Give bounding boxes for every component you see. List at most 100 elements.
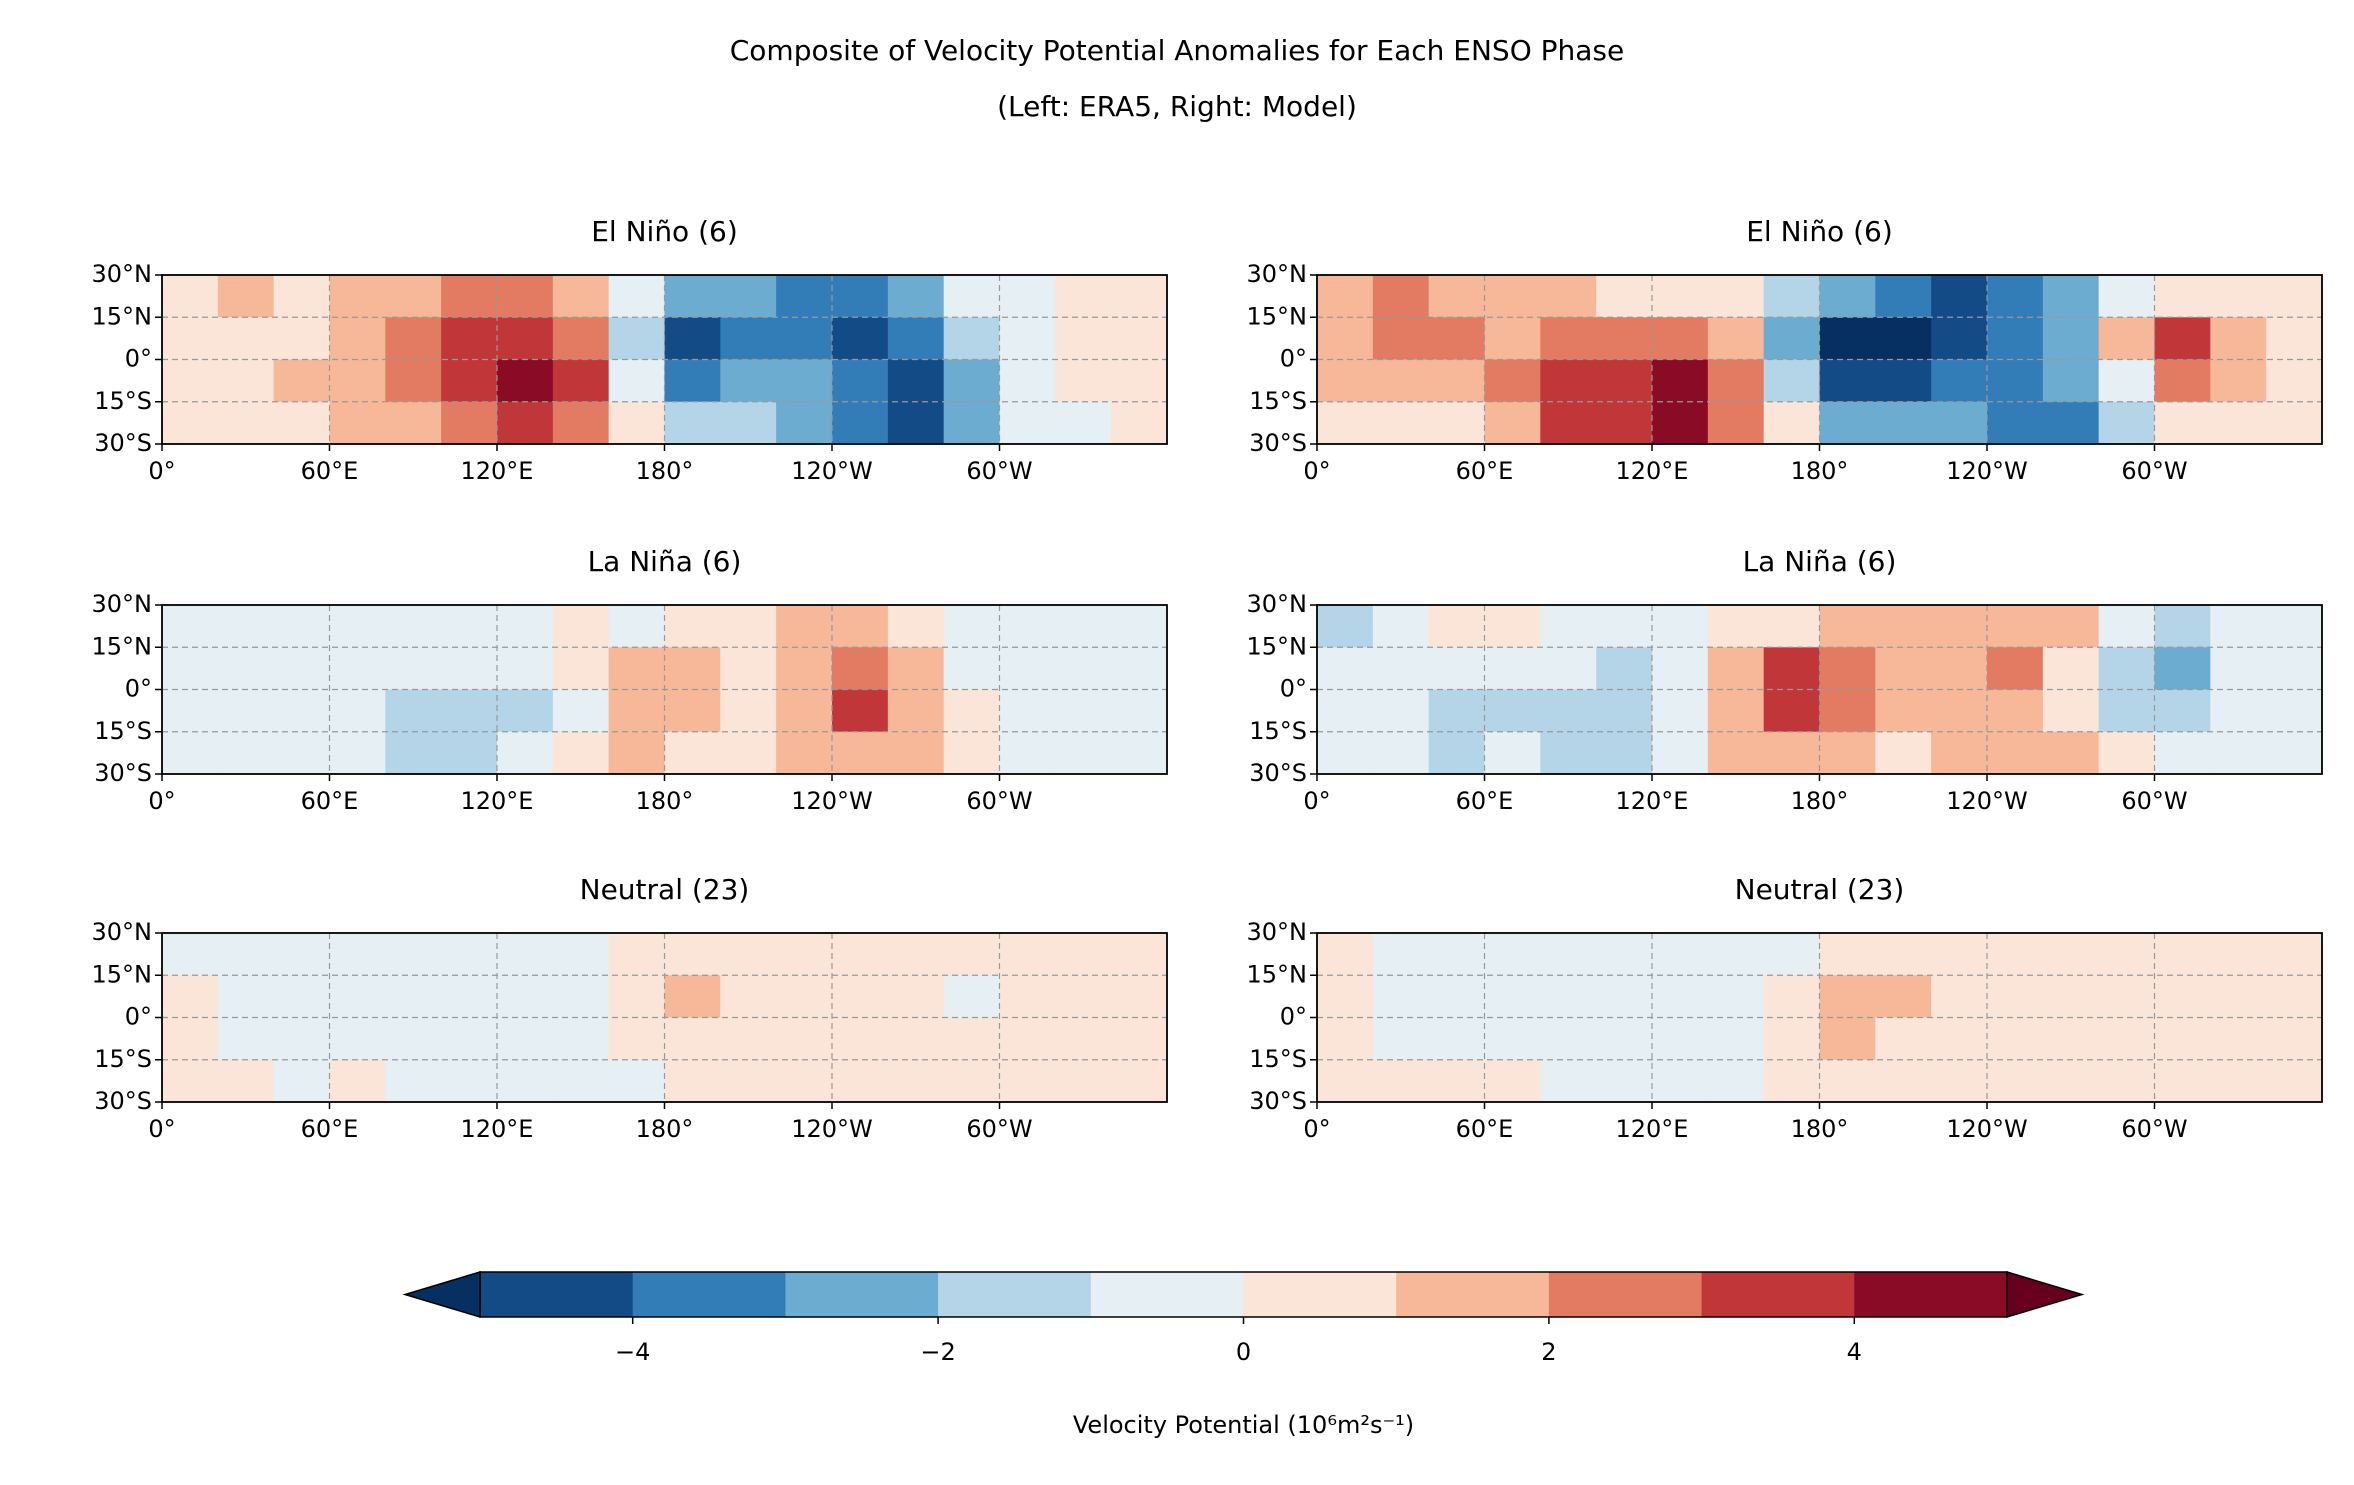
field-cell	[1111, 275, 1167, 318]
field-cell	[2154, 1059, 2211, 1102]
field-cell	[1763, 689, 1821, 733]
field-cell	[441, 359, 498, 403]
field-cell	[1111, 1017, 1167, 1061]
field-cell	[720, 275, 777, 318]
field-cell	[1428, 647, 1486, 691]
x-tick-label: 60°W	[966, 457, 1032, 485]
field-cell	[1987, 359, 2044, 403]
field-cell	[1372, 317, 1430, 361]
field-cell	[1987, 1059, 2044, 1102]
field-cell	[1111, 933, 1167, 976]
field-cell	[1931, 1059, 1988, 1102]
field-cell	[776, 1017, 833, 1061]
field-cell	[1875, 401, 1932, 444]
field-cell	[2154, 317, 2211, 361]
field-cell	[1111, 689, 1167, 733]
field-cell	[1596, 689, 1653, 733]
field-cell	[832, 605, 889, 648]
field-cell	[1317, 933, 1374, 976]
field-cell	[2042, 359, 2100, 403]
field-cell	[664, 275, 721, 318]
field-cell	[385, 689, 442, 733]
field-cell	[2042, 689, 2100, 733]
field-cell	[1931, 317, 1988, 361]
field-cell	[497, 933, 554, 976]
x-tick-label: 180°	[1791, 1115, 1849, 1143]
field-cell	[832, 975, 889, 1019]
field-cell	[1055, 689, 1112, 733]
field-cell	[664, 359, 721, 403]
field-cell	[329, 275, 386, 318]
field-cell	[1875, 933, 1932, 976]
field-cell	[2210, 647, 2267, 691]
field-cell	[832, 689, 889, 733]
field-cell	[552, 359, 610, 403]
field-cell	[1875, 731, 1932, 774]
x-tick-label: 120°W	[1946, 1115, 2028, 1143]
field-cell	[1428, 605, 1486, 648]
field-cell	[2154, 1017, 2211, 1061]
field-cell	[887, 1017, 945, 1061]
field-cell	[1428, 731, 1486, 774]
field-cell	[1931, 275, 1988, 318]
colorbar-label: Velocity Potential (10⁶m²s⁻¹)	[1073, 1411, 1414, 1439]
colorbar-segment	[785, 1272, 939, 1317]
field-cell	[1707, 647, 1765, 691]
field-cell	[2210, 401, 2267, 444]
field-cell	[1652, 275, 1709, 318]
field-cell	[385, 275, 442, 318]
field-cell	[329, 401, 386, 444]
y-tick-label: 30°S	[94, 429, 152, 457]
field-cell	[273, 689, 331, 733]
field-cell	[1372, 975, 1430, 1019]
y-tick-label: 30°N	[92, 260, 153, 288]
field-cell	[1652, 975, 1709, 1019]
field-cell	[552, 731, 610, 774]
field-cell	[776, 975, 833, 1019]
field-cell	[2210, 1059, 2267, 1102]
x-tick-label: 0°	[1303, 1115, 1330, 1143]
field-cell	[1596, 605, 1653, 648]
field-cell	[832, 731, 889, 774]
field-cell	[1055, 401, 1112, 444]
field-cell	[1763, 401, 1821, 444]
field-cell	[1372, 647, 1430, 691]
field-cell	[2154, 975, 2211, 1019]
field-cell	[1875, 317, 1932, 361]
field-cell	[776, 689, 833, 733]
field-cell	[720, 1017, 777, 1061]
field-cell	[1819, 933, 1876, 976]
field-cell	[1484, 647, 1541, 691]
field-cell	[1372, 275, 1430, 318]
field-cell	[273, 605, 331, 648]
field-cell	[776, 401, 833, 444]
map-field	[1317, 275, 2322, 444]
colorbar-segment	[1548, 1272, 1703, 1317]
field-cell	[1317, 1017, 1374, 1061]
field-cell	[552, 647, 610, 691]
field-cell	[1763, 1017, 1821, 1061]
field-cell	[329, 689, 386, 733]
field-cell	[2042, 275, 2100, 318]
field-cell	[2210, 689, 2267, 733]
colorbar-segment	[1854, 1272, 2008, 1317]
y-tick-label: 30°S	[94, 1087, 152, 1115]
field-cell	[2098, 731, 2156, 774]
field-cell	[497, 317, 554, 361]
x-tick-label: 0°	[148, 1115, 175, 1143]
field-cell	[1372, 1017, 1430, 1061]
field-cell	[1428, 401, 1486, 444]
field-cell	[329, 731, 386, 774]
field-cell	[943, 605, 1001, 648]
field-cell	[1596, 1059, 1653, 1102]
field-cell	[664, 731, 721, 774]
field-cell	[2210, 317, 2267, 361]
field-cell	[943, 359, 1001, 403]
field-cell	[217, 933, 275, 976]
field-cell	[608, 401, 666, 444]
field-cell	[2098, 359, 2156, 403]
y-tick-label: 30°N	[92, 918, 153, 946]
field-cell	[776, 647, 833, 691]
field-cell	[385, 647, 442, 691]
